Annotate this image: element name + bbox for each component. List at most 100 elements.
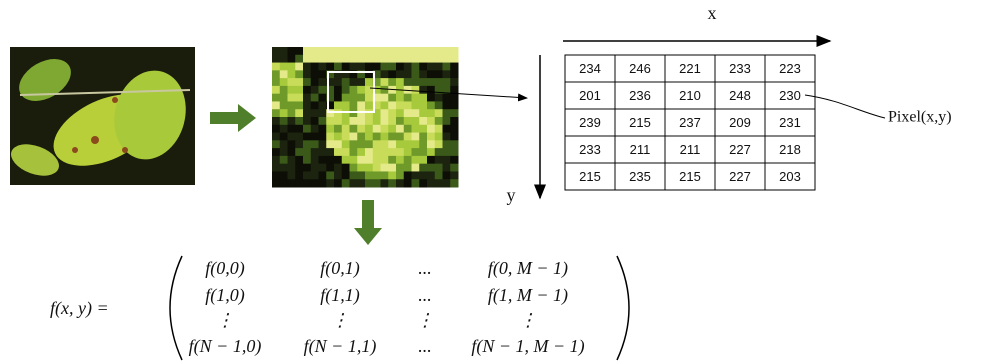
pixel xyxy=(295,140,303,148)
pixel xyxy=(350,117,358,125)
pixel xyxy=(419,179,427,187)
pixel xyxy=(443,63,451,71)
pixel xyxy=(272,86,280,94)
cell-value: 233 xyxy=(579,142,601,157)
pixel xyxy=(435,148,443,156)
pixel xyxy=(319,156,327,164)
pixel xyxy=(427,109,435,117)
pixel xyxy=(435,55,443,63)
pixel xyxy=(419,125,427,133)
pixel xyxy=(311,86,319,94)
pixel xyxy=(388,47,396,55)
pixel xyxy=(326,117,334,125)
pixel xyxy=(373,140,381,148)
pixel xyxy=(272,179,280,187)
pixel xyxy=(350,148,358,156)
pixel xyxy=(357,78,365,86)
pixel xyxy=(443,117,451,125)
pixel xyxy=(295,125,303,133)
pixel xyxy=(357,133,365,141)
pixel xyxy=(319,86,327,94)
pixel xyxy=(334,140,342,148)
pixel xyxy=(357,171,365,179)
pixel xyxy=(272,63,280,71)
pixel xyxy=(427,179,435,187)
pixel xyxy=(427,94,435,102)
pixel xyxy=(450,117,458,125)
pixel xyxy=(373,47,381,55)
matrix-entry: ... xyxy=(418,285,432,305)
pixel xyxy=(373,156,381,164)
pixel xyxy=(365,94,373,102)
pixel xyxy=(311,133,319,141)
pixel xyxy=(419,101,427,109)
pixel xyxy=(319,78,327,86)
pixel xyxy=(435,156,443,164)
pixel xyxy=(326,125,334,133)
cell-value: 218 xyxy=(779,142,801,157)
pixel xyxy=(381,117,389,125)
pixel xyxy=(280,101,288,109)
pixel xyxy=(381,63,389,71)
pixel xyxy=(412,164,420,172)
pixel xyxy=(326,156,334,164)
diagram: x y 234246221233223201236210248230239215… xyxy=(0,0,981,364)
pixel xyxy=(303,94,311,102)
pixel xyxy=(350,164,358,172)
pixel xyxy=(342,86,350,94)
pixel xyxy=(319,55,327,63)
pixel xyxy=(342,117,350,125)
pixel xyxy=(443,101,451,109)
pixel xyxy=(280,86,288,94)
pixel xyxy=(272,140,280,148)
cell-value: 203 xyxy=(779,169,801,184)
pixel xyxy=(303,117,311,125)
pixel xyxy=(303,86,311,94)
pixel xyxy=(450,156,458,164)
cell-value: 234 xyxy=(579,61,601,76)
pixel xyxy=(319,70,327,78)
pixel xyxy=(272,117,280,125)
pixel xyxy=(342,63,350,71)
pixel xyxy=(303,140,311,148)
pixel xyxy=(388,171,396,179)
pixel xyxy=(365,179,373,187)
pixel xyxy=(381,55,389,63)
pixel xyxy=(280,109,288,117)
pixel xyxy=(443,148,451,156)
pixel xyxy=(303,179,311,187)
pixel xyxy=(381,148,389,156)
pixel xyxy=(412,140,420,148)
cell-value: 221 xyxy=(679,61,701,76)
pixel xyxy=(334,55,342,63)
pixel xyxy=(350,47,358,55)
pixel xyxy=(435,78,443,86)
pixel xyxy=(365,156,373,164)
pixel xyxy=(419,70,427,78)
pixel xyxy=(303,55,311,63)
pixel xyxy=(334,179,342,187)
pixel xyxy=(412,171,420,179)
pixel xyxy=(272,55,280,63)
pixel xyxy=(412,125,420,133)
pixel xyxy=(357,86,365,94)
cell-value: 246 xyxy=(629,61,651,76)
pixel xyxy=(404,156,412,164)
pixel xyxy=(319,171,327,179)
pixel xyxy=(419,78,427,86)
pixel xyxy=(373,148,381,156)
pixel xyxy=(334,94,342,102)
pixel xyxy=(443,164,451,172)
pixel xyxy=(450,125,458,133)
pixel xyxy=(357,117,365,125)
pixel xyxy=(342,164,350,172)
pixel xyxy=(412,94,420,102)
pixel xyxy=(427,148,435,156)
pixel xyxy=(280,63,288,71)
pixel xyxy=(319,109,327,117)
pixel xyxy=(435,171,443,179)
pixel xyxy=(404,78,412,86)
pixel xyxy=(419,47,427,55)
pixel xyxy=(427,171,435,179)
pixel xyxy=(388,164,396,172)
